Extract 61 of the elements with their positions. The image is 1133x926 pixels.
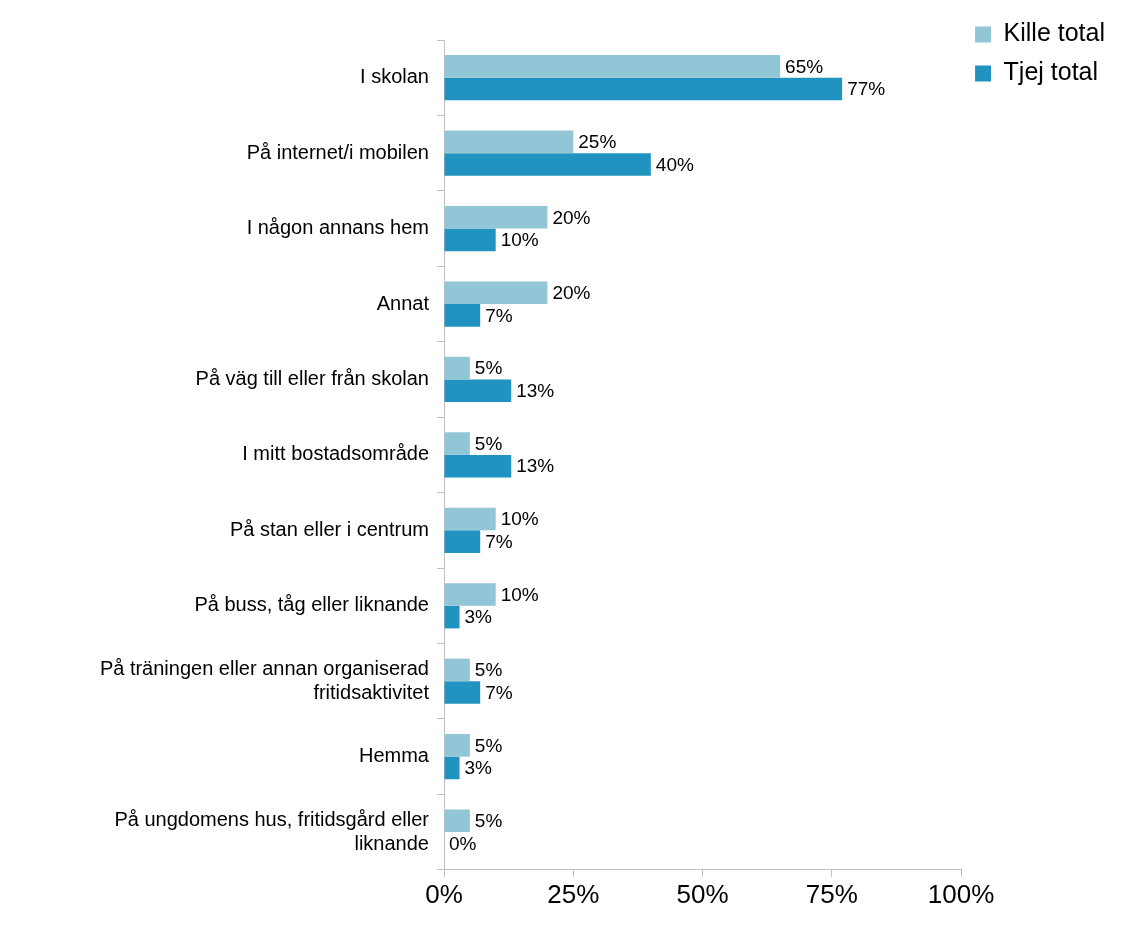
x-tick-label: 100% [927,878,995,909]
bar [444,153,651,176]
bar [444,681,481,704]
y-tick-label: På träningen eller annan organiserad fritidsaktivitet [99,656,430,703]
data-label: 7% [485,530,513,552]
data-label: 5% [474,432,503,454]
y-tick-label: På väg till eller från skolan [195,366,429,389]
bar [444,379,512,403]
bar [444,130,574,154]
bar [444,281,548,305]
bar [444,356,470,380]
data-label: 25% [578,131,617,153]
bar [444,658,470,682]
y-tick-label: I någon annans hem [246,216,429,239]
data-label: 65% [785,55,824,77]
bar [444,205,548,229]
bar [444,454,512,478]
bar [444,605,460,629]
x-tick-label: 25% [547,878,600,909]
bar [444,507,496,531]
data-label: 77% [847,78,886,100]
data-label: 40% [655,153,694,175]
bar [444,304,481,327]
data-label: 3% [464,757,493,779]
y-tick-label: På internet/i mobilen [246,140,429,163]
data-label: 5% [474,734,503,756]
data-label: 20% [552,281,591,303]
y-tick-label: I mitt bostadsområde [242,442,429,465]
y-tick-label: Annat [376,291,430,314]
y-tick-label: På ungdomens hus, fritidsgård eller liknande [114,807,430,854]
data-label: 10% [500,583,539,605]
data-label: 0% [449,832,477,854]
legend-label: Kille total [1003,18,1106,47]
data-label: 5% [474,659,503,681]
bar [444,583,496,606]
x-tick-label: 75% [805,878,858,909]
bar [444,77,843,101]
data-label: 7% [485,304,513,326]
data-label: 3% [464,606,493,628]
data-label: 10% [500,229,539,251]
y-tick-label: I skolan [360,65,429,88]
bar [444,530,481,553]
y-tick-label: På buss, tåg eller liknande [194,593,429,616]
data-label: 5% [474,810,503,831]
y-tick-label: På stan eller i centrum [230,517,429,540]
x-tick-label: 50% [676,878,729,909]
x-tick-label: 0% [425,878,463,909]
y-tick-label: Hemma [358,744,430,767]
data-label: 13% [516,455,555,477]
data-label: 20% [552,206,591,228]
bar [444,228,496,252]
bar [444,432,470,455]
data-label: 10% [500,508,539,530]
legend-label: Tjej total [1003,57,1099,86]
bar [444,734,470,757]
bar [444,809,470,833]
data-label: 5% [474,357,503,379]
data-label: 7% [485,681,513,703]
data-label: 13% [516,380,555,402]
bar [444,756,460,780]
bar [444,55,781,78]
